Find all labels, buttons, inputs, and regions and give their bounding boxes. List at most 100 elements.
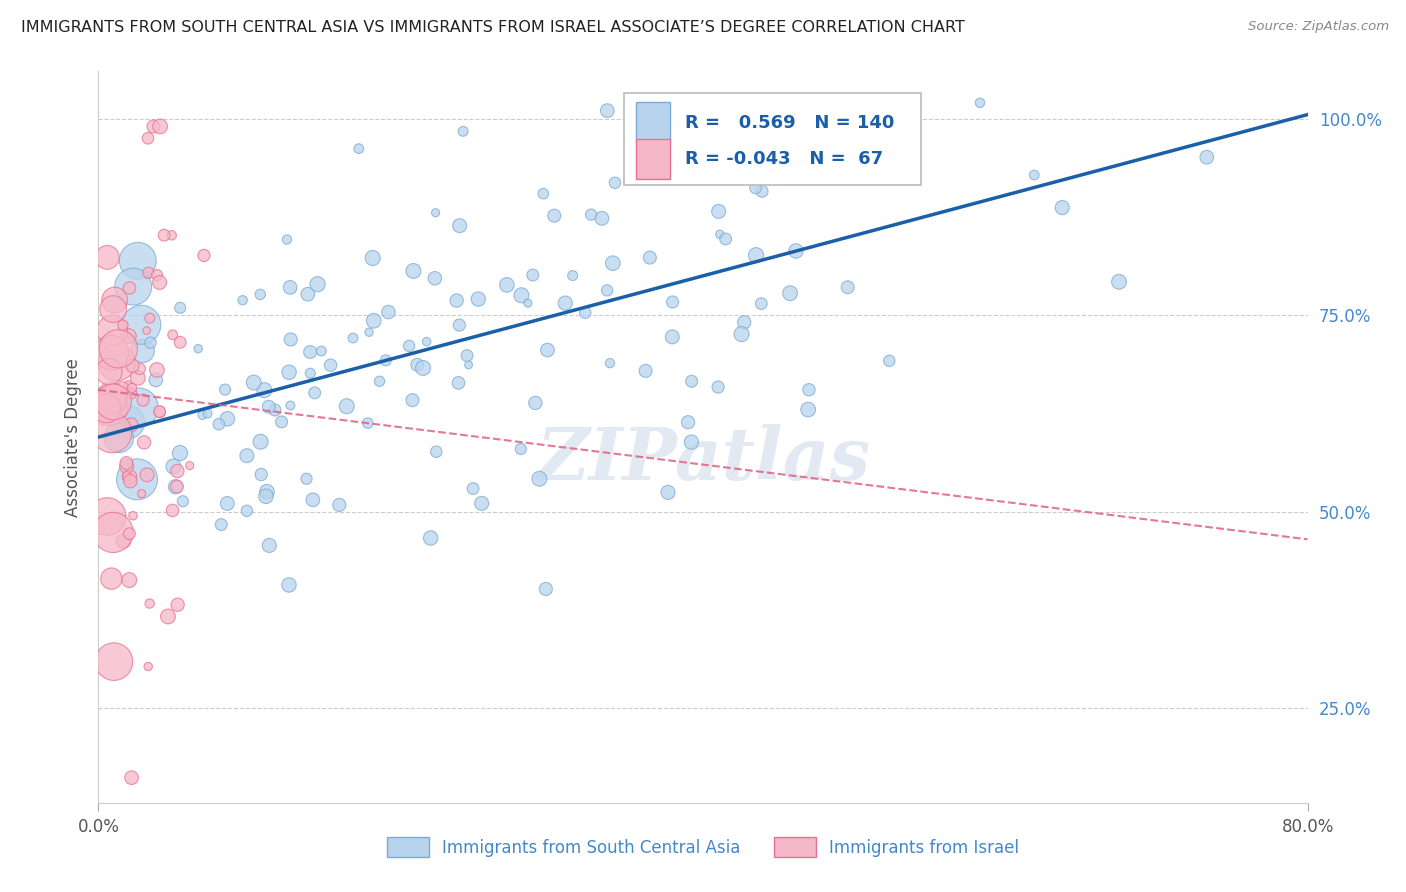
Point <box>135 324 157 338</box>
Point <box>742 139 765 153</box>
Point <box>105 355 128 369</box>
Point <box>638 251 661 265</box>
Point <box>138 597 160 611</box>
Point <box>449 219 471 233</box>
Point <box>236 504 259 518</box>
Point <box>368 374 391 388</box>
Point <box>425 444 447 458</box>
Point <box>415 334 437 349</box>
Point <box>787 95 810 110</box>
Point <box>280 333 302 347</box>
Point <box>496 277 519 292</box>
Point <box>169 446 191 460</box>
Point <box>510 288 533 302</box>
Point <box>304 385 326 400</box>
Point <box>127 401 149 415</box>
Point <box>602 256 624 270</box>
Point <box>208 417 231 432</box>
Point <box>191 408 214 422</box>
Point <box>730 327 752 342</box>
Point <box>111 382 134 396</box>
Point <box>131 486 153 500</box>
Point <box>574 306 596 320</box>
Point <box>745 248 768 262</box>
Point <box>661 330 683 344</box>
Point <box>516 296 538 310</box>
Point <box>969 95 991 110</box>
Point <box>110 399 132 413</box>
Point <box>467 292 489 306</box>
Point <box>1195 150 1218 164</box>
Point <box>122 508 145 523</box>
Point <box>169 335 191 350</box>
Point <box>136 659 159 673</box>
Point <box>148 404 170 418</box>
Point <box>217 412 239 426</box>
Text: Source: ZipAtlas.com: Source: ZipAtlas.com <box>1249 20 1389 33</box>
Point <box>149 120 172 134</box>
Point <box>249 287 271 301</box>
Point <box>278 365 301 379</box>
Point <box>446 293 468 308</box>
Point <box>347 142 370 156</box>
Point <box>217 496 239 510</box>
Point <box>96 251 118 265</box>
Point <box>596 284 619 298</box>
Point <box>101 525 124 540</box>
Point <box>276 233 298 247</box>
Point <box>591 211 613 226</box>
Point <box>101 425 124 440</box>
Point <box>236 449 259 463</box>
Point <box>118 470 141 484</box>
Point <box>129 318 152 332</box>
Point <box>707 380 730 394</box>
Point <box>136 467 159 482</box>
Point <box>751 184 773 198</box>
Point <box>142 120 165 134</box>
Point <box>138 266 160 280</box>
Y-axis label: Associate's Degree: Associate's Degree <box>65 358 83 516</box>
Point <box>377 305 399 319</box>
Point <box>603 176 626 190</box>
Point <box>319 358 342 372</box>
Point <box>166 480 188 494</box>
Point <box>127 371 149 385</box>
Point <box>232 293 254 308</box>
Point <box>461 482 484 496</box>
Point <box>295 472 318 486</box>
Point <box>125 472 148 486</box>
Legend: Immigrants from South Central Asia, Immigrants from Israel: Immigrants from South Central Asia, Immi… <box>381 830 1025 864</box>
Point <box>118 573 141 587</box>
Point <box>299 345 322 359</box>
Point <box>406 358 429 372</box>
Point <box>107 431 129 445</box>
Point <box>121 359 143 373</box>
FancyBboxPatch shape <box>637 139 671 179</box>
Point <box>328 498 350 512</box>
Point <box>103 395 125 409</box>
Point <box>118 526 141 541</box>
Text: ZIPatlas: ZIPatlas <box>536 424 870 494</box>
Text: R = -0.043   N =  67: R = -0.043 N = 67 <box>685 150 883 168</box>
Point <box>361 251 384 265</box>
Point <box>456 349 478 363</box>
Point <box>97 399 120 413</box>
Point <box>120 474 142 488</box>
Point <box>96 509 118 524</box>
Point <box>136 131 159 145</box>
Point <box>264 403 287 417</box>
Point <box>806 95 828 110</box>
FancyBboxPatch shape <box>624 94 921 185</box>
Point <box>278 578 301 592</box>
Point <box>149 276 172 290</box>
Point <box>531 186 554 201</box>
Point <box>107 342 129 356</box>
Point <box>299 366 322 380</box>
Point <box>509 442 531 456</box>
Point <box>146 363 169 377</box>
Text: IMMIGRANTS FROM SOUTH CENTRAL ASIA VS IMMIGRANTS FROM ISRAEL ASSOCIATE’S DEGREE : IMMIGRANTS FROM SOUTH CENTRAL ASIA VS IM… <box>21 20 965 35</box>
Point <box>823 95 845 110</box>
Point <box>297 287 319 301</box>
Point <box>749 296 772 310</box>
Point <box>797 383 820 397</box>
